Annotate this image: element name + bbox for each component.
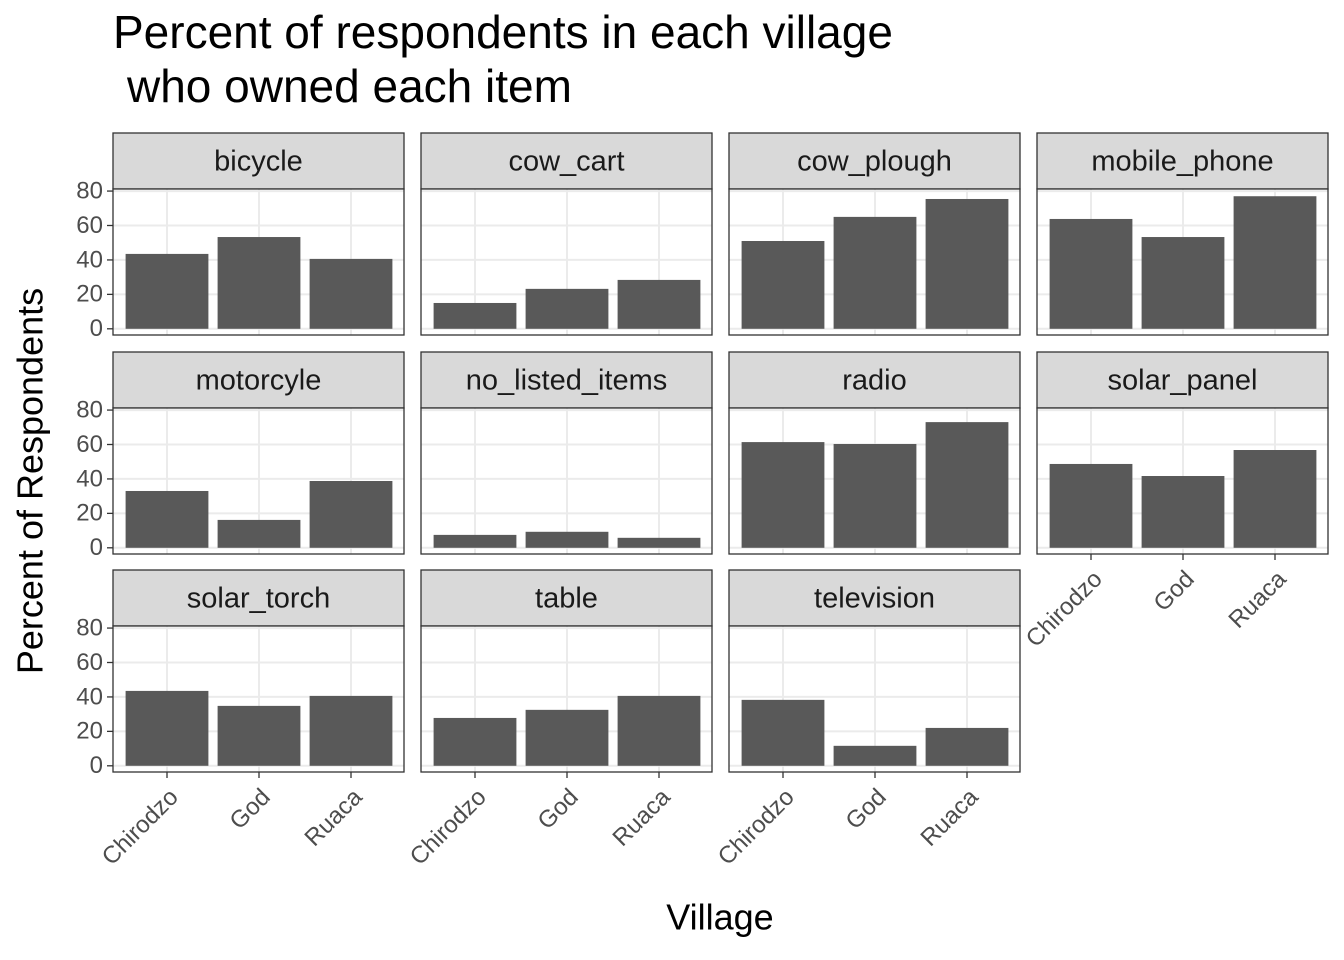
chart-title: who owned each item [126, 60, 572, 112]
strip-label: mobile_phone [1091, 146, 1273, 178]
y-tick-label: 80 [76, 396, 103, 423]
bar [433, 717, 517, 766]
strip-background [728, 351, 1021, 409]
bar [1049, 463, 1133, 548]
strip-label: table [535, 583, 598, 615]
strip-background [1036, 132, 1329, 190]
strip-background [1036, 351, 1329, 409]
y-tick-label: 0 [90, 752, 103, 779]
bar [833, 216, 917, 329]
strip-background [728, 569, 1021, 627]
y-tick-label: 80 [76, 614, 103, 641]
strip-label: bicycle [214, 146, 303, 178]
x-tick-label: Ruaca [1224, 565, 1293, 634]
y-tick-label: 40 [76, 465, 103, 492]
bar [741, 699, 825, 766]
panel-border [420, 188, 713, 336]
bar [833, 745, 917, 766]
strip-background [420, 351, 713, 409]
y-tick-label: 20 [76, 281, 103, 308]
bar [741, 442, 825, 548]
bar [833, 443, 917, 548]
chart-title: Percent of respondents in each village [113, 6, 893, 58]
panel-border [112, 407, 405, 555]
strip-background [728, 132, 1021, 190]
strip-background [112, 132, 405, 190]
bar [925, 422, 1009, 548]
panel-border [728, 188, 1021, 336]
x-tick-label: God [1149, 566, 1200, 617]
bar [309, 695, 393, 766]
panel-border [1036, 188, 1329, 336]
bar [525, 531, 609, 548]
x-tick-label: God [225, 784, 276, 835]
bar [125, 690, 209, 766]
x-tick-label: Chirodzo [405, 784, 492, 871]
strip-background [420, 132, 713, 190]
bar [1141, 476, 1225, 548]
strip-background [112, 569, 405, 627]
bar [217, 705, 301, 766]
y-tick-label: 0 [90, 534, 103, 561]
y-tick-label: 60 [76, 649, 103, 676]
y-tick-label: 80 [76, 177, 103, 204]
bar [1233, 196, 1317, 329]
strip-label: television [814, 583, 935, 615]
panel-border [420, 407, 713, 555]
x-tick-label: Ruaca [608, 783, 677, 852]
strip-label: cow_plough [797, 146, 952, 178]
strip-label: motorcyle [196, 365, 322, 397]
strip-background [112, 351, 405, 409]
strip-label: solar_torch [187, 583, 330, 615]
x-tick-label: Ruaca [916, 783, 985, 852]
y-tick-label: 40 [76, 246, 103, 273]
y-tick-label: 20 [76, 500, 103, 527]
x-tick-label: Chirodzo [1021, 566, 1108, 653]
strip-label: radio [842, 365, 907, 397]
y-tick-label: 60 [76, 212, 103, 239]
panel-border [112, 188, 405, 336]
bar [309, 258, 393, 329]
bar [433, 302, 517, 329]
strip-label: cow_cart [508, 146, 624, 178]
bar [1141, 237, 1225, 329]
bar [125, 490, 209, 548]
bar [1233, 450, 1317, 548]
x-tick-label: God [841, 784, 892, 835]
bar [125, 253, 209, 329]
panel-border [728, 407, 1021, 555]
bar [309, 481, 393, 548]
bar [217, 237, 301, 329]
x-tick-label: Ruaca [300, 783, 369, 852]
y-tick-label: 0 [90, 315, 103, 342]
bar [1049, 218, 1133, 329]
bar [525, 709, 609, 766]
bar [617, 279, 701, 329]
y-axis-title: Percent of Respondents [10, 288, 51, 674]
x-tick-label: Chirodzo [97, 784, 184, 871]
strip-label: solar_panel [1108, 365, 1258, 397]
bar [741, 240, 825, 329]
y-tick-label: 60 [76, 431, 103, 458]
bar [525, 288, 609, 329]
y-tick-label: 20 [76, 718, 103, 745]
bar [925, 198, 1009, 329]
strip-label: no_listed_items [466, 365, 668, 397]
y-tick-label: 40 [76, 683, 103, 710]
bar [617, 537, 701, 548]
x-tick-label: God [533, 784, 584, 835]
x-tick-label: Chirodzo [713, 784, 800, 871]
x-axis-title: Village [666, 897, 773, 938]
bar [217, 519, 301, 548]
bar [617, 695, 701, 766]
bar [925, 727, 1009, 766]
bar [433, 534, 517, 548]
strip-background [420, 569, 713, 627]
